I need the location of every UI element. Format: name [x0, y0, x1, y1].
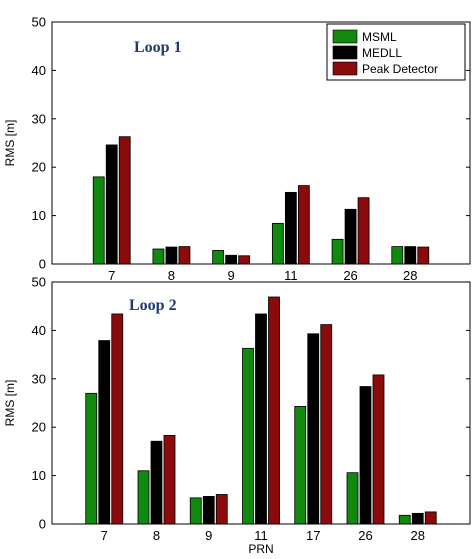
- loop-annotation: Loop 1: [134, 39, 182, 56]
- bar-medll-prn-17: [307, 333, 320, 525]
- bar-peak-detector-prn-11: [268, 296, 280, 525]
- bar-medll-prn-26: [359, 386, 372, 525]
- bar-msml-prn-28: [391, 246, 404, 265]
- y-tick-label: 0: [39, 257, 46, 272]
- bar-peak-detector-prn-26: [357, 197, 370, 265]
- y-tick-label: 20: [32, 160, 46, 175]
- loop-1-chart: 0 10 20 30 40 50 RMS [m] 7 8 9 11 26 28 Loop 1 MSML MED…: [3, 15, 471, 283]
- bar-medll-prn-7: [105, 144, 118, 265]
- bar-msml-prn-9: [212, 250, 225, 265]
- bar-medll-prn-8: [165, 246, 178, 265]
- bar-medll-prn-7: [98, 340, 111, 525]
- bar-msml-prn-7: [85, 392, 98, 525]
- x-tick-label: 17: [306, 528, 320, 543]
- x-tick-label: 11: [284, 268, 298, 283]
- bar-msml-prn-8: [137, 470, 150, 525]
- bar-msml-prn-7: [92, 176, 105, 265]
- bar-msml-prn-26: [346, 472, 359, 525]
- bar-medll-prn-9: [202, 496, 215, 525]
- bar-medll-prn-28: [411, 512, 424, 525]
- y-tick-label: 0: [39, 517, 46, 532]
- x-tick-label: 26: [358, 528, 372, 543]
- y-tick-label: 20: [32, 420, 46, 435]
- legend-label: MSML: [362, 30, 397, 44]
- bar-peak-detector-prn-17: [320, 324, 333, 525]
- bar-peak-detector-prn-9: [215, 494, 228, 525]
- bar-msml-prn-11: [271, 222, 284, 265]
- bar-peak-detector-prn-26: [372, 374, 385, 525]
- y-tick-label: 50: [32, 275, 46, 290]
- bar-msml-prn-11: [242, 347, 254, 525]
- bar-msml-prn-8: [152, 248, 165, 265]
- bar-msml-prn-28: [398, 514, 411, 525]
- x-tick-label: 28: [403, 268, 417, 283]
- x-tick-label: 9: [205, 528, 212, 543]
- bar-peak-detector-prn-8: [163, 435, 176, 525]
- bar-peak-detector-prn-28: [417, 246, 430, 265]
- x-tick-label: 7: [101, 528, 108, 543]
- loop-annotation: Loop 2: [129, 297, 177, 314]
- y-tick-label: 40: [32, 63, 46, 78]
- bar-medll-prn-9: [225, 254, 238, 265]
- x-tick-label: 26: [343, 268, 357, 283]
- y-tick-label: 50: [32, 15, 46, 30]
- bar-msml-prn-17: [294, 405, 307, 525]
- y-tick-label: 30: [32, 371, 46, 386]
- loop-2-chart: 0 10 20 30 40 50 RMS [m] 7 8 9 11 17 26 28 Loop 2 PRN: [3, 275, 471, 556]
- x-tick-label: 7: [108, 268, 115, 283]
- y-tick-label: 10: [32, 468, 46, 483]
- legend-label: Peak Detector: [362, 62, 438, 76]
- y-tick-label: 40: [32, 323, 46, 338]
- x-tick-label: 9: [228, 268, 235, 283]
- y-axis-label: RMS [m]: [3, 120, 17, 167]
- x-tick-label: 8: [168, 268, 175, 283]
- bar-peak-detector-prn-9: [238, 255, 251, 265]
- bar-medll-prn-11: [284, 191, 297, 265]
- bar-medll-prn-28: [404, 246, 417, 265]
- bar-msml-prn-9: [189, 497, 202, 525]
- plot-frame: [51, 21, 471, 265]
- bar-msml-prn-26: [331, 238, 344, 265]
- bar-peak-detector-prn-28: [424, 511, 437, 525]
- y-tick-label: 10: [32, 208, 46, 223]
- y-axis-label: RMS [m]: [3, 380, 17, 427]
- bar-peak-detector-prn-8: [178, 246, 191, 265]
- y-tick-label: 30: [32, 111, 46, 126]
- bar-peak-detector-prn-7: [111, 313, 124, 525]
- bar-peak-detector-prn-11: [297, 185, 310, 265]
- legend-swatch-peak-detector: [332, 61, 358, 76]
- bar-peak-detector-prn-7: [118, 136, 131, 265]
- x-tick-label: 11: [254, 528, 268, 543]
- x-tick-label: 28: [411, 528, 425, 543]
- legend: MSML MEDLL Peak Detector: [326, 23, 466, 81]
- bar-medll-prn-11: [255, 313, 267, 525]
- legend-swatch-medll: [332, 45, 358, 60]
- bar-medll-prn-8: [150, 440, 163, 525]
- x-tick-label: 8: [153, 528, 160, 543]
- x-axis-label: PRN: [248, 542, 273, 556]
- bar-medll-prn-26: [344, 208, 357, 265]
- legend-label: MEDLL: [362, 46, 402, 60]
- legend-swatch-msml: [332, 29, 358, 44]
